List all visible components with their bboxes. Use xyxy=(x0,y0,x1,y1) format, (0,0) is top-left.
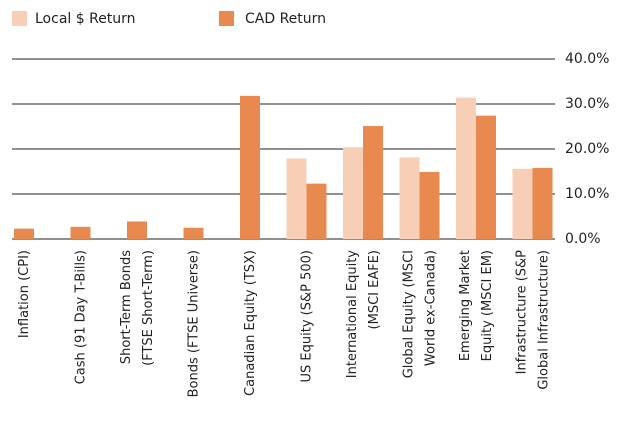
legend-label: CAD Return xyxy=(245,11,326,27)
bar xyxy=(456,97,476,239)
x-tick-label: Infrastructure (S&P Global Infrastructure… xyxy=(514,250,551,390)
bar xyxy=(512,168,533,239)
bar xyxy=(127,221,147,239)
bar xyxy=(286,158,307,239)
bar xyxy=(70,226,91,239)
bar xyxy=(532,167,553,239)
y-tick-label: 0.0% xyxy=(565,231,601,247)
x-tick-label: Global Equity (MSCI World ex-Canada) xyxy=(401,250,438,378)
x-tick-label: International Equity (MSCI EAFE) xyxy=(345,250,382,379)
y-tick-label: 10.0% xyxy=(565,186,609,202)
x-tick-label: Inflation (CPI) xyxy=(17,250,32,338)
bar xyxy=(399,157,420,239)
y-tick-label: 40.0% xyxy=(565,51,609,67)
bar xyxy=(343,147,363,239)
bar xyxy=(363,126,383,239)
x-tick-label: Canadian Equity (TSX) xyxy=(243,250,258,396)
y-tick-label: 30.0% xyxy=(565,96,609,112)
x-tick-label: Cash (91 Day T-Bills) xyxy=(73,250,88,384)
bar xyxy=(419,171,440,239)
x-tick-label: Short-Term Bonds (FTSE Short-Term) xyxy=(119,250,156,366)
bar xyxy=(476,115,496,239)
bar xyxy=(14,228,34,239)
bar xyxy=(240,95,260,240)
bar xyxy=(183,227,204,239)
legend-label: Local $ Return xyxy=(35,11,136,27)
x-tick-label: Bonds (FTSE Universe) xyxy=(186,250,201,397)
legend-swatch xyxy=(12,11,27,26)
legend-swatch xyxy=(219,11,234,26)
x-tick-label: Emerging Market Equity (MSCI EM) xyxy=(458,250,495,361)
y-tick-label: 20.0% xyxy=(565,141,609,157)
bar xyxy=(306,183,327,239)
x-tick-label: US Equity (S&P 500) xyxy=(299,250,314,382)
